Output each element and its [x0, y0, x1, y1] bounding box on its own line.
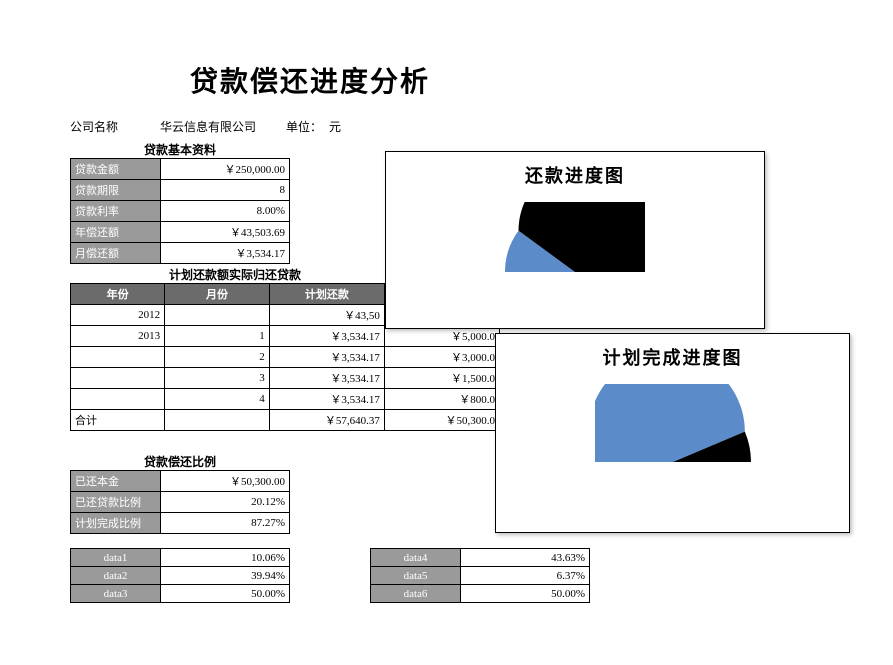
basic-table: 贷款金额￥250,000.00贷款期限8贷款利率8.00%年偿还额￥43,503…	[70, 158, 290, 264]
plan-plan: ￥3,534.17	[269, 389, 384, 410]
ratio-heading: 贷款偿还比例	[70, 453, 290, 470]
basic-row-label: 月偿还额	[71, 243, 161, 264]
ratio-value: 87.27%	[161, 513, 290, 534]
basic-row-value: ￥3,534.17	[161, 243, 290, 264]
plan-plan: ￥3,534.17	[269, 326, 384, 347]
plan-actual: ￥3,000.0	[384, 347, 499, 368]
data-left-label: data1	[71, 549, 161, 567]
plan-plan: ￥3,534.17	[269, 368, 384, 389]
plan-year: 2012	[71, 305, 165, 326]
ratio-label: 已还本金	[71, 471, 161, 492]
plan-plan: ￥3,534.17	[269, 347, 384, 368]
ratio-value: 20.12%	[161, 492, 290, 513]
basic-row-label: 贷款金额	[71, 159, 161, 180]
plan-total-label: 合计	[71, 410, 165, 431]
plan-actual: ￥1,500.0	[384, 368, 499, 389]
plan-month: 4	[165, 389, 270, 410]
plan-total-actual: ￥50,300.0	[384, 410, 499, 431]
company-label: 公司名称	[70, 118, 130, 135]
data-left-value: 39.94%	[161, 567, 290, 585]
plan-col-0: 年份	[71, 284, 165, 305]
ratio-label: 计划完成比例	[71, 513, 161, 534]
ratio-value: ￥50,300.00	[161, 471, 290, 492]
plan-year	[71, 368, 165, 389]
chart2-title: 计划完成进度图	[496, 334, 849, 370]
plan-year	[71, 347, 165, 368]
plan-month: 3	[165, 368, 270, 389]
plan-month	[165, 305, 270, 326]
data-left-label: data2	[71, 567, 161, 585]
plan-total-blank	[165, 410, 270, 431]
plan-total-plan: ￥57,640.37	[269, 410, 384, 431]
meta-row: 公司名称 华云信息有限公司 单位： 元	[70, 118, 850, 135]
plan-year: 2013	[71, 326, 165, 347]
data-left-table: data110.06%data239.94%data350.00%	[70, 548, 290, 603]
basic-row-value: 8.00%	[161, 201, 290, 222]
page-title: 贷款偿还进度分析	[190, 60, 850, 100]
data-left-value: 10.06%	[161, 549, 290, 567]
data-right-label: data5	[371, 567, 461, 585]
basic-row-value: ￥250,000.00	[161, 159, 290, 180]
plan-year	[71, 389, 165, 410]
repayment-progress-chart: 还款进度图	[385, 151, 765, 329]
chart1-title: 还款进度图	[386, 152, 764, 188]
plan-plan: ￥43,50	[269, 305, 384, 326]
data-right-table: data443.63%data56.37%data650.00%	[370, 548, 590, 603]
data-right-value: 50.00%	[461, 585, 590, 603]
plan-heading: 计划还款额实际归还贷款	[70, 266, 400, 283]
basic-row-value: ￥43,503.69	[161, 222, 290, 243]
ratio-table: 已还本金￥50,300.00已还贷款比例20.12%计划完成比例87.27%	[70, 470, 290, 534]
data-right-value: 43.63%	[461, 549, 590, 567]
plan-month: 1	[165, 326, 270, 347]
company-value: 华云信息有限公司	[133, 118, 283, 135]
unit-value: 元	[329, 118, 359, 135]
unit-label: 单位：	[286, 118, 326, 135]
plan-col-1: 月份	[165, 284, 270, 305]
basic-row-label: 贷款利率	[71, 201, 161, 222]
basic-row-label: 年偿还额	[71, 222, 161, 243]
data-left-label: data3	[71, 585, 161, 603]
plan-actual: ￥800.0	[384, 389, 499, 410]
data-right-value: 6.37%	[461, 567, 590, 585]
data-right-label: data6	[371, 585, 461, 603]
basic-heading: 贷款基本资料	[70, 141, 290, 158]
ratio-label: 已还贷款比例	[71, 492, 161, 513]
plan-col-2: 计划还款	[269, 284, 384, 305]
plan-completion-chart: 计划完成进度图	[495, 333, 850, 533]
plan-month: 2	[165, 347, 270, 368]
basic-row-label: 贷款期限	[71, 180, 161, 201]
data-right-label: data4	[371, 549, 461, 567]
data-left-value: 50.00%	[161, 585, 290, 603]
basic-row-value: 8	[161, 180, 290, 201]
